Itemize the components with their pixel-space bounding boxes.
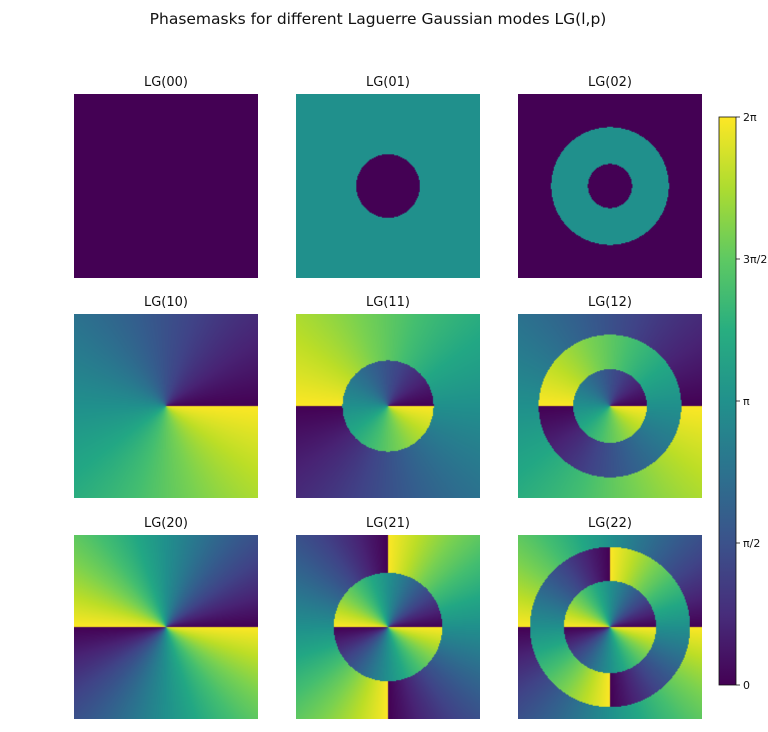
phasemask-image: [296, 94, 480, 278]
panel-title: LG(02): [588, 75, 632, 90]
colorbar-ticks: 0 π/2 π 3π/2 2π: [736, 111, 767, 692]
phasemask-image: [74, 94, 258, 278]
colorbar-tick-label: π: [743, 395, 750, 408]
phasemask-image: [296, 314, 480, 498]
phasemask-panel: LG(10): [74, 295, 258, 498]
panel-title: LG(01): [366, 75, 410, 90]
phasemask-panel: LG(22): [518, 516, 702, 719]
panel-title: LG(00): [144, 75, 188, 90]
phasemask-panel: LG(12): [518, 295, 702, 498]
colorbar-gradient: [718, 116, 737, 686]
phasemask-image: [296, 535, 480, 719]
panel-title: LG(11): [366, 295, 410, 310]
phasemask-panel: LG(02): [518, 75, 702, 278]
figure-title: Phasemasks for different Laguerre Gaussi…: [150, 10, 607, 28]
panel-title: LG(12): [588, 295, 632, 310]
colorbar-tick-label: 2π: [743, 111, 757, 124]
colorbar-tick-label: π/2: [743, 537, 760, 550]
panel-title: LG(20): [144, 516, 188, 531]
phasemask-image: [518, 314, 702, 498]
phasemask-image: [518, 535, 702, 719]
phasemask-panel: LG(11): [296, 295, 480, 498]
colorbar-tick-label: 0: [743, 679, 750, 692]
phasemask-panel: LG(20): [74, 516, 258, 719]
phasemask-grid: LG(00) LG(01) LG(02) LG(10) LG(11) LG(12) LG(2…: [74, 75, 702, 719]
colorbar-tick-label: 3π/2: [743, 253, 767, 266]
phasemask-panel: LG(00): [74, 75, 258, 278]
colorbar: 0 π/2 π 3π/2 2π: [718, 111, 767, 692]
panel-title: LG(22): [588, 516, 632, 531]
panel-title: LG(10): [144, 295, 188, 310]
phasemask-image: [74, 314, 258, 498]
phasemask-panel: LG(21): [296, 516, 480, 719]
phasemask-panel: LG(01): [296, 75, 480, 278]
phasemask-image: [518, 94, 702, 278]
phasemask-image: [74, 535, 258, 719]
panel-title: LG(21): [366, 516, 410, 531]
